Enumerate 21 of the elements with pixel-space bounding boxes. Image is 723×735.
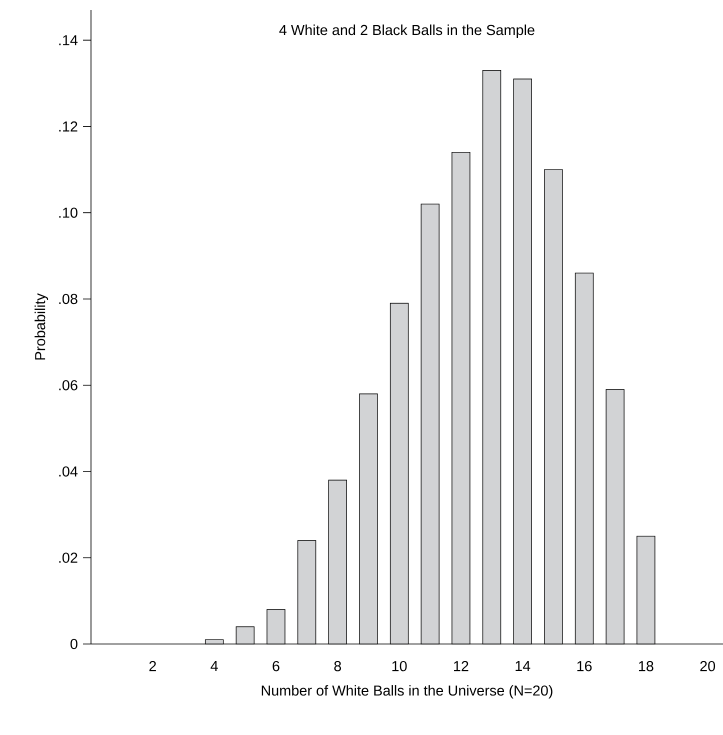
y-tick-label: .06 — [59, 380, 78, 390]
x-tick-label: 16 — [577, 661, 592, 672]
y-tick-label: 0 — [70, 638, 78, 650]
y-tick-label: .02 — [59, 552, 78, 563]
x-tick-label: 6 — [272, 661, 280, 672]
x-tick-label: 10 — [392, 661, 407, 672]
x-tick-label: 12 — [454, 661, 468, 672]
x-tick-label: 14 — [515, 661, 530, 671]
x-axis-title: Number of White Balls in the Universe (N=20) — [262, 685, 552, 699]
y-axis-title: Probability — [34, 293, 48, 360]
x-tick-label: 8 — [334, 661, 341, 672]
y-tick-label: .04 — [59, 466, 78, 477]
y-tick-label: .12 — [59, 121, 78, 132]
y-tick-label: .08 — [59, 294, 78, 304]
x-tick-label: 18 — [638, 661, 654, 672]
y-tick-label: .14 — [59, 35, 78, 46]
x-tick-label: 2 — [149, 661, 156, 672]
text: 4 White and 2 Black Balls in the Sample — [279, 24, 534, 38]
x-tick-label: 4 — [210, 661, 218, 671]
x-tick-label: 20 — [700, 661, 715, 672]
y-tick-label: .10 — [59, 208, 78, 218]
